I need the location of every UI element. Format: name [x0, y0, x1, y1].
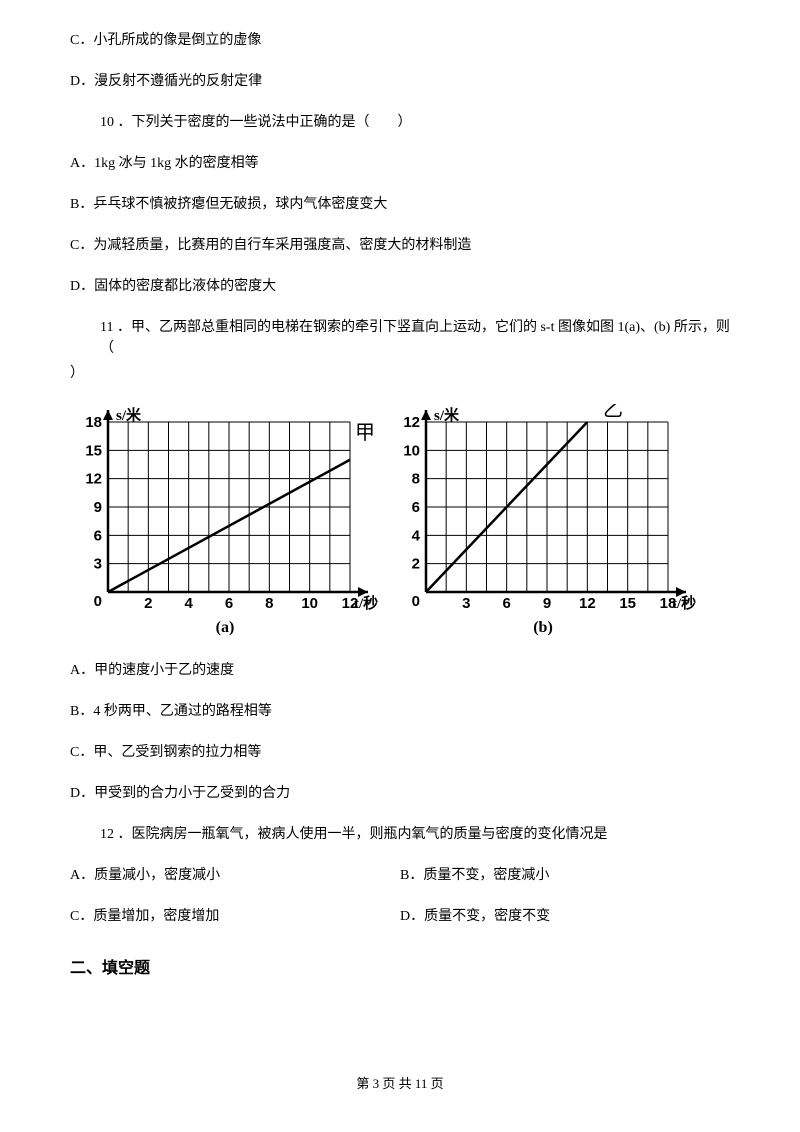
chart-b-sublabel: (b): [533, 616, 553, 640]
svg-text:0: 0: [94, 593, 102, 610]
q12-b: B．质量不变，密度减小: [400, 865, 730, 886]
q11-b: B．4 秒两甲、乙通过的路程相等: [70, 701, 730, 722]
svg-text:15: 15: [619, 595, 636, 612]
page-body: C．小孔所成的像是倒立的虚像 D．漫反射不遵循光的反射定律 10 ．下列关于密度…: [0, 0, 800, 981]
svg-text:6: 6: [502, 595, 510, 612]
svg-text:10: 10: [301, 595, 318, 612]
q12-c: C．质量增加，密度增加: [70, 906, 400, 927]
svg-text:12: 12: [403, 414, 420, 431]
svg-text:t/秒: t/秒: [672, 594, 696, 612]
svg-text:12: 12: [579, 595, 596, 612]
q12-d: D．质量不变，密度不变: [400, 906, 730, 927]
svg-text:0: 0: [412, 593, 420, 610]
q11-stem-line1: 11 ．甲、乙两部总重相同的电梯在钢索的牵引下竖直向上运动，它们的 s-t 图像…: [70, 317, 730, 359]
svg-text:12: 12: [85, 471, 102, 488]
svg-text:2: 2: [144, 595, 152, 612]
q10-d: D．固体的密度都比液体的密度大: [70, 276, 730, 297]
charts-row: 3 6 9 12 15 18 2 4 6 8 10 12 0 s/米 t/秒 甲 (a) 2 4 6 8 10 12 3 6…: [70, 404, 730, 640]
svg-text:4: 4: [184, 595, 193, 612]
q10-a: A．1kg 冰与 1kg 水的密度相等: [70, 153, 730, 174]
svg-text:3: 3: [462, 595, 470, 612]
q10-b: B．乒乓球不慎被挤瘪但无破损，球内气体密度变大: [70, 194, 730, 215]
option-d: D．漫反射不遵循光的反射定律: [70, 71, 730, 92]
svg-text:18: 18: [85, 414, 102, 431]
svg-text:8: 8: [412, 471, 420, 488]
svg-text:6: 6: [94, 527, 102, 544]
q11-a: A．甲的速度小于乙的速度: [70, 660, 730, 681]
q12-stem: 12 ．医院病房一瓶氧气，被病人使用一半，则瓶内氧气的质量与密度的变化情况是: [70, 824, 730, 845]
svg-text:乙: 乙: [603, 404, 623, 421]
svg-text:15: 15: [85, 442, 102, 459]
page-footer: 第 3 页 共 11 页: [0, 1073, 800, 1092]
svg-text:3: 3: [94, 556, 102, 573]
q11-stem-line2: ）: [70, 363, 730, 384]
svg-text:10: 10: [403, 442, 420, 459]
svg-text:甲: 甲: [355, 422, 375, 444]
q12-a: A．质量减小，密度减小: [70, 865, 400, 886]
q11-c: C．甲、乙受到钢索的拉力相等: [70, 742, 730, 763]
svg-text:9: 9: [543, 595, 551, 612]
q10-stem: 10 ．下列关于密度的一些说法中正确的是（ ）: [70, 112, 730, 133]
chart-b: 246810123691215180s/米t/秒乙: [388, 404, 698, 614]
q11-d: D．甲受到的合力小于乙受到的合力: [70, 783, 730, 804]
svg-text:s/米: s/米: [116, 406, 142, 424]
chart-a: 369121518246810120s/米t/秒甲: [70, 404, 380, 614]
svg-text:6: 6: [412, 499, 420, 516]
svg-text:2: 2: [412, 556, 420, 573]
q12-options: A．质量减小，密度减小 B．质量不变，密度减小 C．质量增加，密度增加 D．质量…: [70, 865, 730, 947]
svg-text:4: 4: [412, 527, 421, 544]
chart-a-sublabel: (a): [216, 616, 235, 640]
svg-text:s/米: s/米: [434, 406, 460, 424]
svg-text:t/秒: t/秒: [354, 594, 378, 612]
section-2-title: 二、填空题: [70, 957, 730, 981]
q10-c: C．为减轻质量，比赛用的自行车采用强度高、密度大的材料制造: [70, 235, 730, 256]
svg-text:8: 8: [265, 595, 273, 612]
chart-b-wrap: 246810123691215180s/米t/秒乙 (b): [388, 404, 698, 640]
option-c: C．小孔所成的像是倒立的虚像: [70, 30, 730, 51]
svg-text:6: 6: [225, 595, 233, 612]
svg-text:9: 9: [94, 499, 102, 516]
chart-a-wrap: 369121518246810120s/米t/秒甲 (a): [70, 404, 380, 640]
